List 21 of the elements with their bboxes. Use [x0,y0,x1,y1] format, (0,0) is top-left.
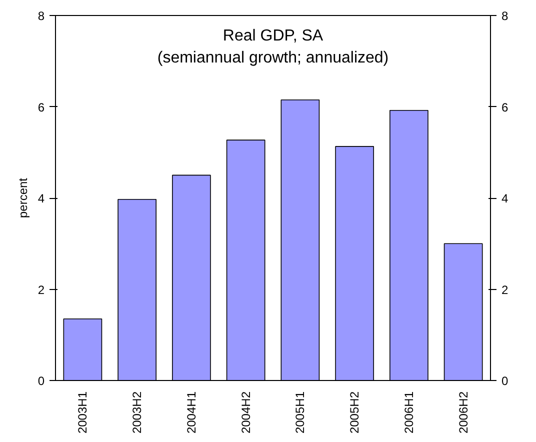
x-tick-label: 2005H2 [348,391,362,434]
x-tick-label: 2004H1 [184,391,198,434]
y-tick-label: 6 [38,100,45,114]
x-tick-label: 2006H2 [456,391,470,434]
y2-tick-label: 8 [502,9,508,23]
x-tick-label: 2004H2 [238,391,253,434]
y2-tick-label: 4 [502,192,508,206]
y-tick-label: 2 [38,282,45,297]
y-tick-label: 8 [38,9,45,23]
x-tick-label: 2005H1 [293,391,308,434]
x-tick-label: 2006H1 [402,391,416,434]
y2-tick-label: 0 [502,374,508,388]
y-tick-label: 4 [38,192,45,206]
x-tick-label: 2003H2 [130,391,144,434]
x-tick-label: 2003H1 [76,391,90,434]
y-tick-label: 0 [38,374,45,388]
text: (semiannual growth; annualized) [157,50,389,66]
y-axis-title: percent [16,177,30,218]
text: Real GDP, SA [222,28,324,44]
y2-tick-label: 6 [502,100,508,114]
y2-tick-label: 2 [502,282,508,297]
